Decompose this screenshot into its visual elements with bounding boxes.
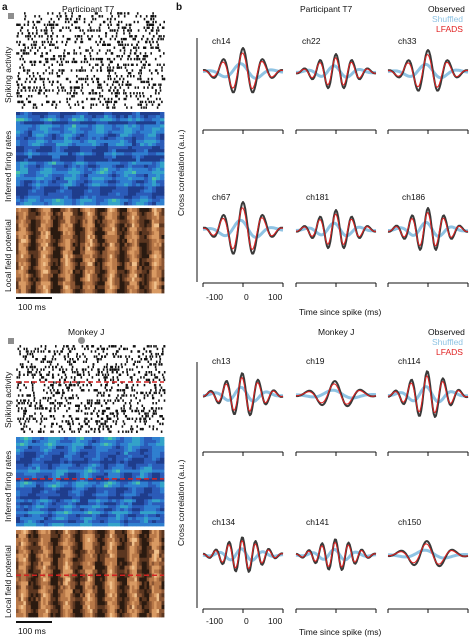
xtick-top-0: 0 (244, 292, 249, 302)
legend-lfads-top: LFADS (436, 24, 463, 34)
lfp-heatmap-t7 (16, 208, 165, 294)
scalebar-label-t7: 100 ms (18, 302, 46, 312)
channel-label: ch14 (212, 36, 231, 46)
legend-observed-top: Observed (428, 4, 465, 14)
channel-label: ch114 (398, 356, 421, 366)
legend-observed-bottom: Observed (428, 327, 465, 337)
xtick-top-100: 100 (268, 292, 283, 302)
left-bottom-title: Monkey J (68, 327, 105, 337)
channel-label: ch67 (212, 192, 231, 202)
channel-label: ch141 (306, 517, 330, 527)
event-marker-circle (78, 337, 85, 344)
legend-shuffled-bottom: Shuffled (432, 337, 464, 347)
xtick-top-m100: -100 (206, 292, 224, 302)
event-marker-square (8, 13, 14, 19)
channel-label: ch134 (212, 517, 236, 527)
xtick-bottom-m100: -100 (206, 616, 224, 626)
lfp-heatmap-monkey (16, 530, 165, 618)
right-top-title: Participant T7 (300, 4, 353, 14)
event-marker-square (8, 338, 14, 344)
spike-raster-t7 (16, 12, 166, 109)
xtick-bottom-100: 100 (268, 616, 283, 626)
channel-label: ch33 (398, 36, 417, 46)
legend-lfads-bottom: LFADS (436, 347, 463, 357)
channel-label: ch22 (302, 36, 321, 46)
xtick-bottom-0: 0 (244, 616, 249, 626)
panel-letter-b: b (176, 2, 183, 13)
right-bottom-title: Monkey J (318, 327, 355, 337)
scalebar-monkey (16, 621, 52, 623)
right-top-xlabel: Time since spike (ms) (299, 307, 382, 317)
right-bottom-xlabel: Time since spike (ms) (299, 627, 382, 637)
channel-label: ch181 (306, 192, 330, 202)
channel-label: ch150 (398, 517, 422, 527)
channel-label: ch13 (212, 356, 231, 366)
left-top-title: Participant T7 (62, 4, 115, 14)
channel-label: ch19 (306, 356, 325, 366)
spike-raster-monkey (16, 345, 166, 433)
firing-rates-heatmap-t7 (16, 112, 165, 206)
panel-letter-a: a (2, 2, 8, 13)
channel-label: ch186 (402, 192, 426, 202)
firing-rates-heatmap-monkey (16, 437, 165, 527)
scalebar-t7 (16, 297, 52, 299)
scalebar-label-monkey: 100 ms (18, 626, 46, 636)
legend-shuffled-top: Shuffled (432, 14, 464, 24)
